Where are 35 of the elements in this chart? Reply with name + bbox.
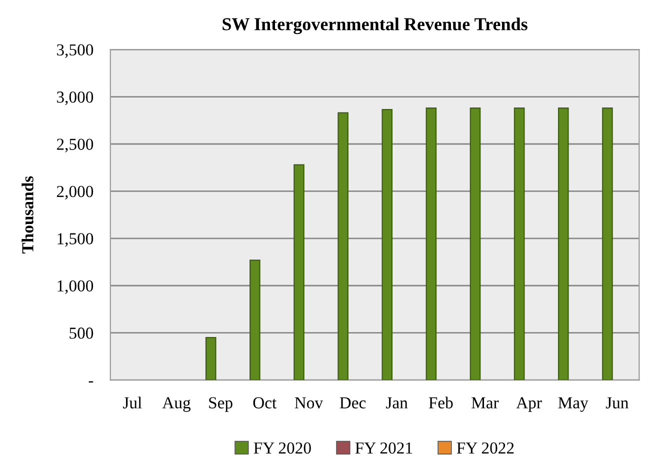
legend-label: FY 2021 bbox=[355, 442, 412, 454]
y-tick-label: 1,500 bbox=[58, 233, 94, 247]
x-tick-label: Jan bbox=[386, 397, 408, 408]
x-tick-label: Aug bbox=[162, 397, 191, 412]
x-tick-label: Jun bbox=[606, 397, 628, 408]
bar bbox=[382, 108, 393, 380]
bar bbox=[602, 108, 613, 380]
y-tick-label: 2,500 bbox=[56, 138, 94, 152]
y-tick-label: - bbox=[88, 381, 94, 383]
bar bbox=[250, 260, 260, 380]
x-tick-label: Dec bbox=[340, 397, 366, 408]
bar bbox=[338, 112, 348, 380]
x-tick-label: Oct bbox=[253, 397, 277, 408]
bar bbox=[514, 108, 525, 380]
bar bbox=[558, 108, 569, 380]
bar bbox=[205, 337, 216, 380]
x-tick-label: May bbox=[558, 397, 588, 412]
bar bbox=[294, 164, 304, 380]
y-tick-label: 2,000 bbox=[56, 186, 94, 200]
x-tick-label: Mar bbox=[472, 397, 499, 408]
y-tick-label: 3,000 bbox=[57, 91, 94, 106]
bar bbox=[470, 108, 481, 380]
legend-label: FY 2022 bbox=[456, 442, 514, 454]
y-axis-title: Thousands bbox=[22, 176, 34, 254]
x-tick-label: Jul bbox=[123, 396, 142, 408]
x-tick-label: Apr bbox=[516, 397, 542, 412]
chart-title: SW Intergovernmental Revenue Trends bbox=[222, 18, 528, 34]
legend-label: FY 2020 bbox=[254, 442, 311, 454]
y-tick-label: 3,500 bbox=[57, 44, 94, 58]
bar bbox=[426, 108, 437, 380]
y-tick-label: 1,000 bbox=[58, 280, 94, 294]
x-tick-label: Feb bbox=[428, 396, 453, 408]
y-tick-label: 500 bbox=[70, 328, 94, 339]
x-tick-label: Nov bbox=[294, 397, 324, 408]
x-tick-label: Sep bbox=[209, 397, 232, 412]
